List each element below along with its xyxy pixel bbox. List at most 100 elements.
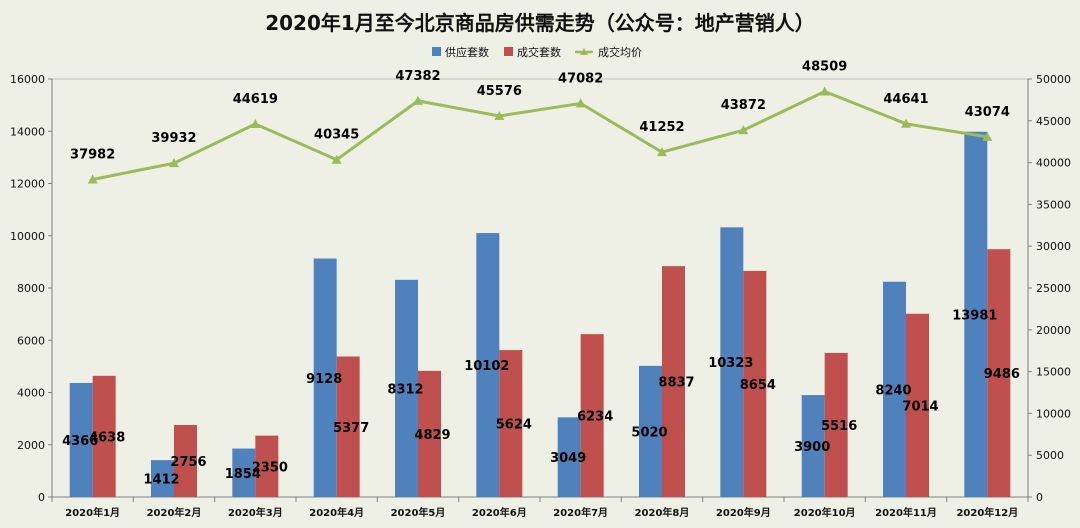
bar-supply [313,258,337,497]
data-label-supply: 13981 [952,308,997,323]
data-label-price: 44619 [233,92,278,107]
point-price [250,118,261,128]
bar-supply [639,365,662,497]
data-label-price: 48509 [802,59,847,74]
data-label-price: 37982 [70,147,115,162]
bar-sales [743,270,767,497]
bar-sales [92,375,116,497]
data-label-sales: 2756 [170,455,206,470]
point-price [87,174,98,184]
bar-sales [987,249,1011,497]
x-tick-label: 2020年9月 [716,506,771,519]
y-left-tick-label: 0 [38,491,45,504]
y-right-tick-label: 0 [1036,491,1043,504]
x-tick-label: 2020年1月 [65,506,120,519]
legend-swatch-sales [504,47,513,56]
data-label-supply: 1854 [225,467,261,482]
bar-supply [883,281,906,497]
y-left-tick-label: 4000 [17,387,45,400]
bar-sales [906,313,929,497]
data-label-sales: 5516 [821,419,857,434]
data-label-price: 47082 [558,71,603,86]
point-price [819,86,830,96]
data-label-sales: 5377 [333,421,369,436]
x-tick-label: 2020年6月 [472,506,527,519]
x-tick-label: 2020年11月 [875,506,937,519]
point-price [331,154,342,164]
point-price [413,95,423,105]
y-left-tick-label: 12000 [10,178,45,191]
data-label-supply: 9128 [306,372,342,387]
bar-supply [801,395,825,497]
data-label-supply: 1412 [143,473,179,488]
x-tick-label: 2020年2月 [147,506,202,519]
data-label-supply: 3900 [794,440,830,455]
y-right-tick-label: 35000 [1036,198,1071,211]
data-label-sales: 9486 [984,367,1020,382]
point-price [575,98,586,108]
y-left-tick-label: 2000 [17,439,45,452]
y-right-tick-label: 50000 [1036,73,1071,86]
data-label-sales: 7014 [902,399,938,414]
bar-sales [174,424,197,497]
bar-sales [255,435,279,497]
data-label-sales: 4638 [89,430,125,445]
bar-supply [557,417,581,497]
data-label-price: 44641 [883,92,928,107]
plot-area: 0 2000 4000 6000 8000 10000 12000 14000 16000 0 50… [10,59,1071,519]
bar-sales [499,350,523,497]
x-tick-label: 2020年8月 [635,506,690,519]
y-left-tick-label: 8000 [17,282,45,295]
plot-frame [51,78,1029,498]
y-right-tick-label: 25000 [1036,282,1071,295]
point-price [901,118,911,128]
y-right-tick-label: 30000 [1036,240,1071,253]
legend-marker-price [580,48,588,55]
data-label-sales: 5624 [496,418,532,433]
y-right-tick-label: 45000 [1036,115,1071,128]
data-label-price: 45576 [477,84,522,99]
bar-sales [580,334,604,497]
data-label-supply: 8312 [387,382,423,397]
bar-supply [232,448,256,497]
y-right-tick-label: 15000 [1036,366,1071,379]
point-price [738,125,749,135]
data-label-supply: 3049 [550,451,586,466]
y-right-tick-label: 10000 [1036,407,1071,420]
data-label-price: 41252 [639,120,684,135]
bar-sales [824,352,848,497]
x-tick-label: 2020年10月 [794,506,856,519]
point-price [494,110,505,120]
x-tick-label: 2020年4月 [309,506,364,519]
data-label-sales: 8654 [740,378,776,393]
y-left-tick-label: 6000 [17,334,45,347]
data-label-supply: 8240 [875,383,911,398]
bar-supply [964,131,988,497]
x-tick-label: 2020年7月 [553,506,608,519]
data-label-supply: 4366 [62,434,98,449]
bar-supply [69,382,93,497]
y-left-tick-label: 10000 [10,230,45,243]
legend-label-price: 成交均价 [598,45,642,59]
x-tick-label: 2020年3月 [228,506,283,519]
y-right-tick-label: 5000 [1036,449,1064,462]
data-label-sales: 8837 [658,376,694,391]
data-label-price: 43872 [721,98,766,113]
bar-supply [395,279,418,497]
bar-supply [476,233,500,497]
data-label-price: 40345 [314,128,359,143]
legend-label-sales: 成交套数 [517,45,561,59]
point-price [169,158,179,168]
y-right-tick-label: 40000 [1036,157,1071,170]
y-left-tick-label: 16000 [10,73,45,86]
data-label-price: 47382 [395,69,440,84]
y-right-tick-label: 20000 [1036,324,1071,337]
chart-title: 2020年1月至今北京商品房供需走势（公众号：地产营销人） [265,11,815,35]
data-label-sales: 6234 [577,410,613,425]
bar-sales [418,370,441,497]
data-label-supply: 10323 [708,356,753,371]
data-label-supply: 5020 [631,425,667,440]
bar-sales [662,266,685,497]
